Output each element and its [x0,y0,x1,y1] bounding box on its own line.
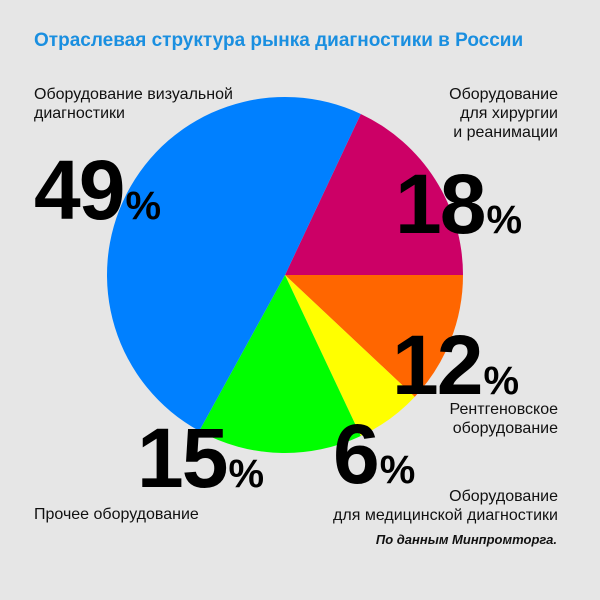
source-note: По данным Минпромторга. [375,532,557,547]
slice-label-line: для медицинской диагностики [333,507,558,524]
value-unit: % [483,359,520,403]
value-number: 15 [137,411,228,505]
pie-slice-visual-diagnostics [107,97,361,431]
slice-label-line: Оборудование [449,488,558,505]
slice-label-line: диагностики [34,105,125,122]
value-unit: % [486,198,523,242]
slice-label-other: Прочее оборудование [34,505,199,524]
value-unit: % [125,184,162,228]
value-label-xray: 12% [392,323,519,423]
value-number: 12 [392,318,483,412]
value-number: 18 [395,157,486,251]
chart-title: Отраслевая структура рынка диагностики в… [34,30,524,51]
pie-slice-other [199,275,361,453]
slice-label-line: Прочее оборудование [34,506,199,523]
value-unit: % [379,448,416,492]
value-unit: % [228,452,265,496]
slice-label-line: для хирургии [460,105,558,122]
slice-label-line: Рентгеновское [449,401,558,418]
value-label-visual-diagnostics: 49% [34,148,161,248]
pie-slice-xray [285,275,463,397]
slice-label-line: Оборудование [449,86,558,103]
slice-label-xray: Рентгеновское оборудование [450,400,558,438]
slice-label-visual-diagnostics: Оборудование визуальной диагностики [34,85,233,123]
value-number: 6 [333,407,380,501]
value-label-medical-diagnostics: 6% [333,412,415,512]
slice-label-line: и реанимации [453,124,558,141]
pie-slice-medical-diagnostics [285,275,415,437]
slice-label-line: Оборудование визуальной [34,86,233,103]
slice-label-surgery: Оборудование для хирургии и реанимации [449,85,558,142]
value-number: 49 [34,143,125,237]
slice-label-line: оборудование [452,420,558,437]
value-label-other: 15% [137,416,264,516]
pie-slice-surgery [285,113,463,275]
value-label-surgery: 18% [395,162,522,262]
slice-label-medical-diagnostics: Оборудование для медицинской диагностики [333,487,558,525]
